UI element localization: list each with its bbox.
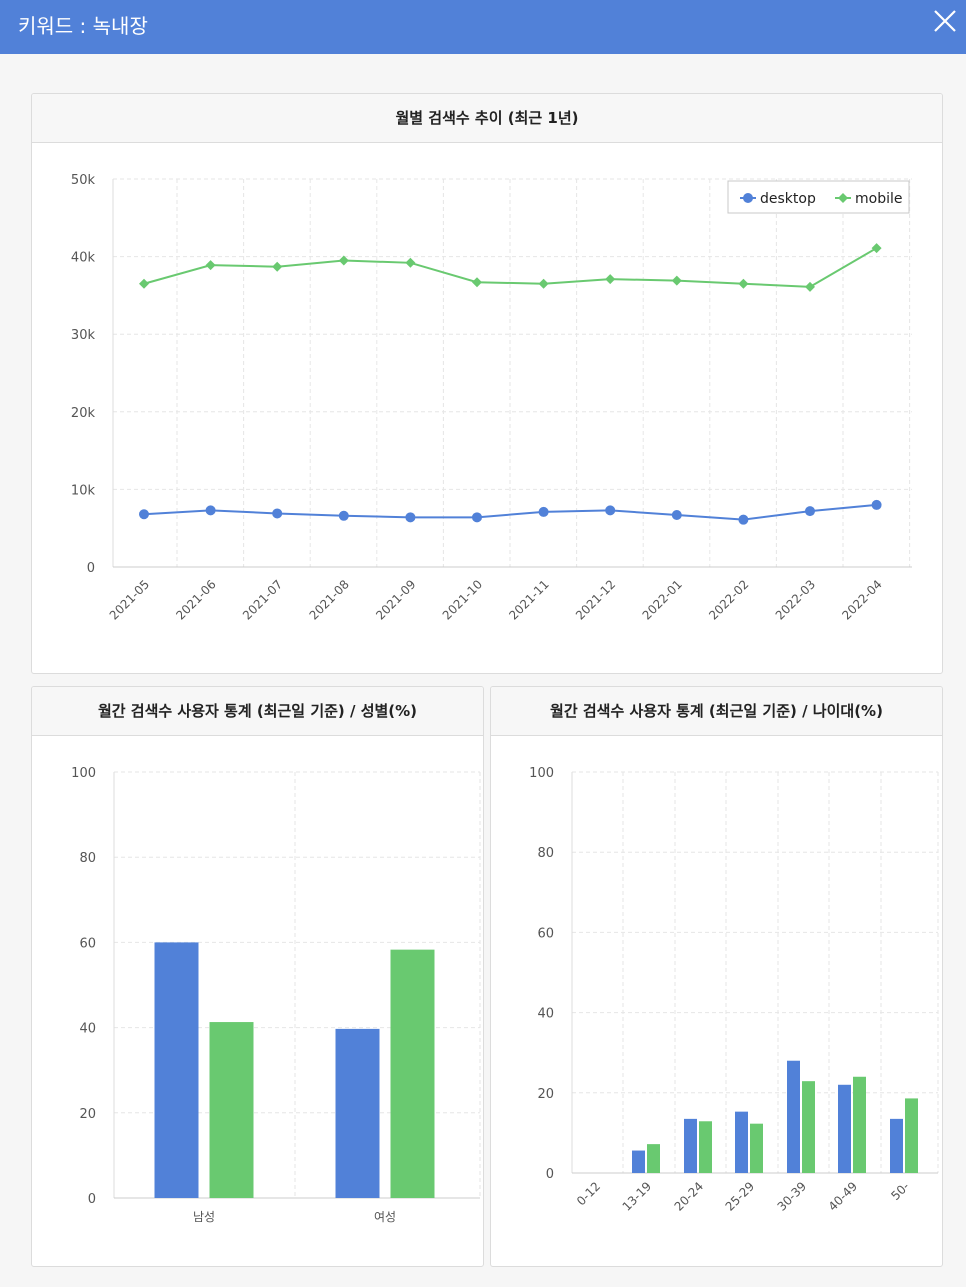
modal-header: 키워드 : 녹내장: [0, 0, 966, 54]
monthly-trend-panel: 월별 검색수 추이 (최근 1년) 0 10k 20k 30k 40k 50k 2021-0…: [31, 93, 943, 674]
data-point-mobile: [472, 277, 482, 288]
y-tick-label: 50k: [71, 173, 96, 188]
data-point-desktop: [405, 512, 416, 523]
bar: [838, 1084, 851, 1173]
x-tick-label: 2021-06: [173, 577, 218, 622]
x-tick-label: 50-: [888, 1179, 912, 1203]
y-tick-label: 40: [79, 1022, 96, 1037]
bar: [632, 1150, 645, 1173]
age-chart: 0 20 40 60 80 100 0-12 13-19 20-24 25-29 30-39 40-4…: [529, 766, 939, 1214]
x-tick-label: 30-39: [775, 1179, 810, 1214]
bar: [853, 1076, 866, 1173]
data-point-mobile: [538, 278, 549, 289]
x-tick-label: 2021-11: [506, 577, 551, 622]
legend: [727, 180, 910, 214]
data-point-desktop: [871, 499, 882, 510]
monthly-trend-chart: 0 10k 20k 30k 40k 50k 2021-05 2021-06 2021-07 202…: [71, 173, 912, 623]
bar: [699, 1121, 712, 1173]
data-point-mobile: [671, 275, 682, 286]
age-title: 월간 검색수 사용자 통계 (최근일 기준) / 나이대(%): [491, 687, 942, 736]
close-icon[interactable]: [930, 6, 960, 36]
gender-title: 월간 검색수 사용자 통계 (최근일 기준) / 성별(%): [32, 687, 483, 736]
age-panel: 월간 검색수 사용자 통계 (최근일 기준) / 나이대(%) 0 20 40 60 8…: [490, 686, 943, 1267]
y-tick-label: 60: [79, 936, 96, 951]
legend-label-mobile: mobile: [855, 191, 902, 207]
x-tick-label: 13-19: [620, 1179, 655, 1214]
bar: [802, 1081, 815, 1173]
y-tick-label: 10k: [71, 483, 96, 498]
x-tick-label: 40-49: [826, 1179, 861, 1214]
legend-marker-desktop: [743, 193, 753, 203]
y-tick-label: 20: [79, 1107, 96, 1122]
x-tick-label: 25-29: [723, 1179, 758, 1214]
x-tick-label: 2022-01: [640, 577, 685, 622]
bar: [390, 949, 435, 1198]
bar: [335, 1028, 380, 1198]
x-tick-label: 2022-04: [839, 577, 884, 622]
series-line-mobile: [143, 247, 878, 288]
x-tick-label: 2021-10: [440, 577, 485, 622]
bar: [154, 942, 199, 1198]
data-point-desktop: [139, 509, 149, 520]
y-tick-label: 0: [546, 1167, 554, 1182]
x-tick-label: 0-12: [574, 1179, 603, 1208]
x-tick-label: 여성: [374, 1210, 396, 1224]
y-tick-label: 20k: [71, 406, 96, 421]
data-point-desktop: [205, 505, 216, 516]
bar: [684, 1118, 697, 1173]
data-point-desktop: [671, 510, 682, 521]
bar: [890, 1118, 903, 1173]
data-point-mobile: [871, 243, 882, 254]
x-tick-label: 2021-05: [107, 577, 152, 622]
x-tick-label: 2021-08: [307, 577, 352, 622]
y-tick-label: 40k: [71, 251, 96, 266]
y-tick-label: 20: [537, 1087, 554, 1102]
data-point-mobile: [405, 257, 416, 268]
y-tick-label: 100: [529, 766, 554, 781]
x-tick-label: 2021-12: [573, 577, 618, 622]
y-tick-label: 60: [537, 926, 554, 941]
data-point-desktop: [805, 506, 815, 517]
data-point-desktop: [538, 506, 549, 517]
legend-label-desktop: desktop: [760, 191, 816, 207]
monthly-trend-title: 월별 검색수 추이 (최근 1년): [32, 94, 942, 143]
data-point-mobile: [605, 274, 616, 285]
x-tick-label: 남성: [193, 1210, 215, 1224]
y-tick-label: 0: [87, 561, 95, 576]
legend-marker-mobile: [838, 193, 848, 203]
x-tick-label: 20-24: [672, 1179, 707, 1214]
y-tick-label: 30k: [71, 328, 96, 343]
x-tick-label: 2022-03: [773, 577, 818, 622]
x-tick-label: 2022-02: [706, 577, 751, 622]
data-point-desktop: [605, 505, 616, 516]
data-point-mobile: [272, 261, 283, 272]
bar: [905, 1098, 918, 1173]
bar: [647, 1144, 660, 1173]
y-tick-label: 100: [71, 766, 96, 781]
keyword-title: 키워드 : 녹내장: [18, 14, 148, 38]
bar: [209, 1022, 254, 1198]
x-tick-label: 2021-09: [373, 577, 418, 622]
gender-panel: 월간 검색수 사용자 통계 (최근일 기준) / 성별(%) 0 20 40 60 80…: [31, 686, 484, 1267]
y-tick-label: 0: [88, 1192, 96, 1207]
bar: [750, 1123, 763, 1173]
y-tick-label: 80: [537, 846, 554, 861]
y-tick-label: 40: [537, 1007, 554, 1022]
x-tick-label: 2021-07: [240, 577, 285, 622]
data-point-desktop: [272, 508, 283, 519]
data-point-mobile: [805, 281, 815, 292]
data-point-mobile: [205, 260, 216, 271]
gender-chart: 0 20 40 60 80 100 남성 여성: [71, 766, 481, 1224]
bar: [787, 1060, 800, 1173]
bar: [735, 1111, 748, 1173]
data-point-mobile: [338, 255, 349, 266]
data-point-desktop: [472, 512, 482, 523]
y-tick-label: 80: [79, 851, 96, 866]
series-line-desktop: [143, 503, 877, 521]
data-point-desktop: [738, 514, 749, 525]
data-point-mobile: [738, 278, 749, 289]
data-point-desktop: [338, 510, 349, 521]
data-point-mobile: [139, 278, 149, 289]
